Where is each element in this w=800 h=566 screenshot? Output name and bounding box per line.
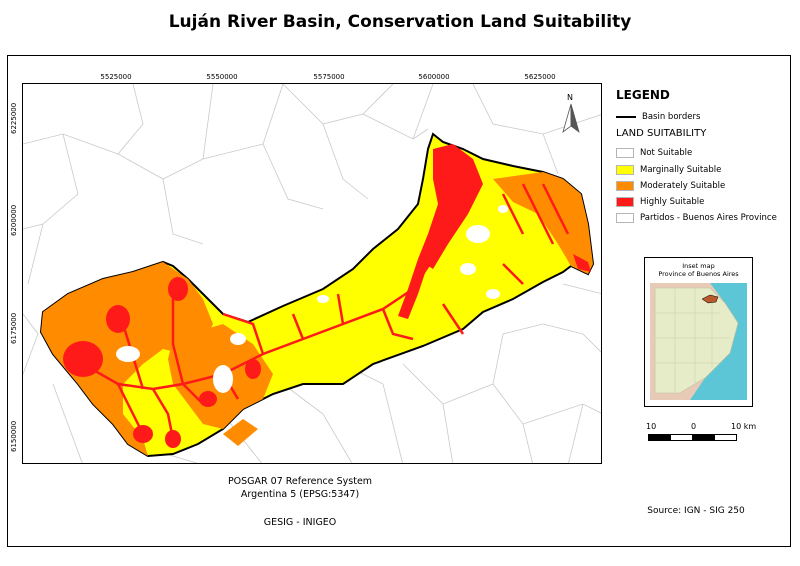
legend-swatch (616, 165, 634, 175)
layout-frame (7, 55, 791, 547)
not-suitable-patches (116, 205, 508, 393)
x-tick-label: 5550000 (206, 73, 238, 81)
map-title: Luján River Basin, Conservation Land Sui… (168, 12, 632, 32)
legend-swatch (616, 148, 634, 158)
inset-map[interactable]: Inset map Province of Buenos Aires (644, 257, 753, 407)
legend-item-label: Not Suitable (640, 148, 693, 158)
legend-swatch (616, 181, 634, 191)
y-tick-label: 6225000 (10, 102, 18, 134)
reference-system-line1: POSGAR 07 Reference System (227, 476, 373, 487)
source-text: Source: IGN - SIG 250 (647, 506, 745, 516)
legend-item-moderately-suitable: Moderately Suitable (616, 181, 725, 191)
legend-item-label: Basin borders (642, 112, 701, 122)
north-arrow-label: N (567, 93, 573, 102)
legend-swatch (616, 197, 634, 207)
north-arrow-icon (562, 103, 580, 134)
map-canvas: N (23, 84, 601, 463)
scale-bar-right-label: 10 km (731, 422, 757, 431)
legend-item-highly-suitable: Highly Suitable (616, 197, 704, 207)
legend-item-not-suitable: Not Suitable (616, 148, 692, 158)
y-tick-label: 6150000 (10, 420, 18, 452)
legend-item-partidos: Partidos - Buenos Aires Province (616, 213, 777, 223)
legend-swatch (616, 213, 634, 223)
y-tick-label: 6175000 (10, 312, 18, 344)
scale-bar-left-label: 10 (646, 422, 657, 431)
x-tick-label: 5600000 (418, 73, 450, 81)
inset-title: Inset map (682, 262, 715, 270)
legend-item-label: Moderately Suitable (640, 181, 726, 191)
legend-title: LEGEND (616, 88, 670, 102)
x-tick-label: 5625000 (524, 73, 556, 81)
inset-subtitle: Province of Buenos Aires (658, 270, 739, 278)
legend-item-marginally-suitable: Marginally Suitable (616, 165, 721, 175)
inset-basin-highlight (701, 294, 719, 304)
legend-suitability-title: LAND SUITABILITY (616, 128, 707, 139)
x-tick-label: 5525000 (100, 73, 132, 81)
credit-text: GESIG - INIGEO (263, 517, 337, 528)
scale-bar (648, 434, 737, 441)
scale-bar-middle-label: 0 (691, 422, 697, 431)
main-map[interactable]: N (22, 83, 602, 464)
y-tick-label: 6200000 (10, 204, 18, 236)
basin-border-line-icon (616, 116, 636, 118)
x-tick-label: 5575000 (313, 73, 345, 81)
reference-system-line2: Argentina 5 (EPSG:5347) (240, 489, 360, 500)
legend-item-label: Partidos - Buenos Aires Province (640, 213, 777, 223)
legend-item-label: Highly Suitable (640, 197, 705, 207)
legend-item-basin-borders: Basin borders (616, 112, 700, 122)
inset-canvas (650, 283, 747, 400)
legend-item-label: Marginally Suitable (640, 165, 722, 175)
